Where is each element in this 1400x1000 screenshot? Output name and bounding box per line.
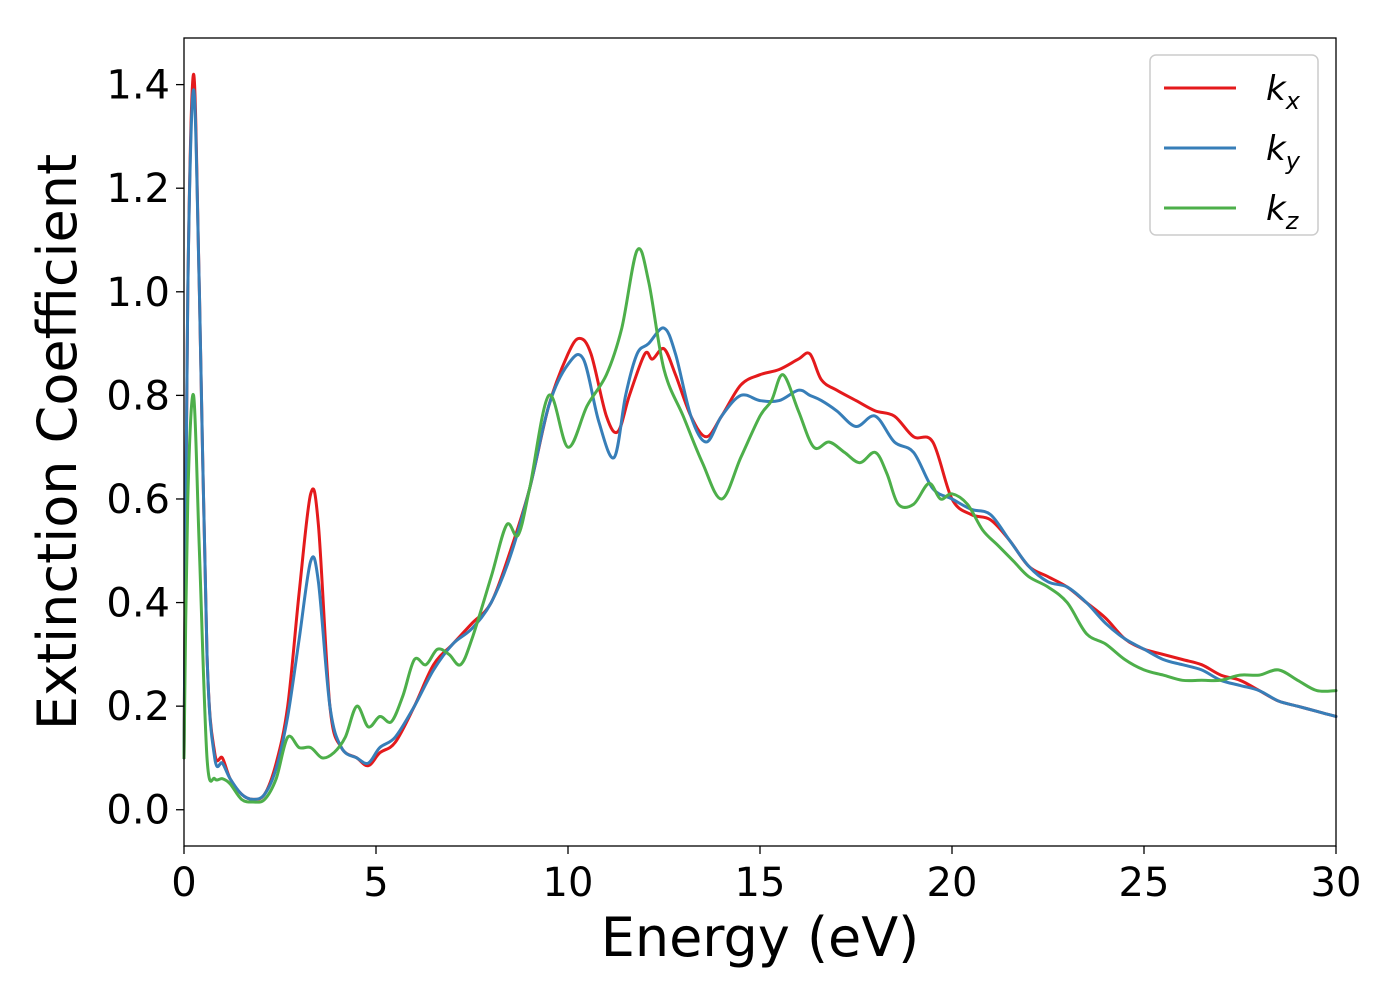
x-tick-label: 15 [735, 860, 786, 906]
x-axis: 0 5 10 15 20 25 30 [171, 846, 1361, 906]
x-axis-title: Energy (eV) [601, 906, 920, 969]
legend-label-kz: kz [1266, 189, 1300, 235]
legend-label-ky: ky [1266, 129, 1301, 175]
y-axis: 0.0 0.2 0.4 0.6 0.8 1.0 1.2 1.4 [106, 63, 184, 834]
y-tick-label: 0.4 [106, 581, 170, 627]
legend-label-base: k [1266, 69, 1287, 109]
x-tick-label: 30 [1311, 860, 1362, 906]
series-line-kz [182, 247, 1338, 804]
legend-label-base: k [1266, 129, 1287, 169]
y-tick-label: 1.4 [106, 63, 170, 109]
x-tick-label: 25 [1119, 860, 1170, 906]
x-tick-label: 20 [927, 860, 978, 906]
series-line-ky [182, 88, 1338, 801]
y-tick-label: 1.2 [106, 166, 170, 212]
legend-label-base: k [1266, 189, 1287, 229]
legend-label-subscript: z [1285, 207, 1300, 235]
x-tick-label: 5 [363, 860, 388, 906]
legend-label-kx: kx [1266, 69, 1301, 115]
y-tick-label: 0.2 [106, 684, 170, 730]
y-tick-label: 1.0 [106, 270, 170, 316]
legend-box [1149, 54, 1319, 236]
legend-label-subscript: x [1285, 87, 1301, 115]
y-axis-title: Extinction Coefficient [26, 154, 89, 730]
series-layer [182, 72, 1338, 804]
x-tick-label: 0 [171, 860, 196, 906]
y-tick-label: 0.0 [106, 788, 170, 834]
x-tick-label: 10 [543, 860, 594, 906]
y-tick-label: 0.8 [106, 373, 170, 419]
legend-label-subscript: y [1285, 147, 1301, 175]
plot-background [184, 38, 1336, 846]
y-tick-label: 0.6 [106, 477, 170, 523]
